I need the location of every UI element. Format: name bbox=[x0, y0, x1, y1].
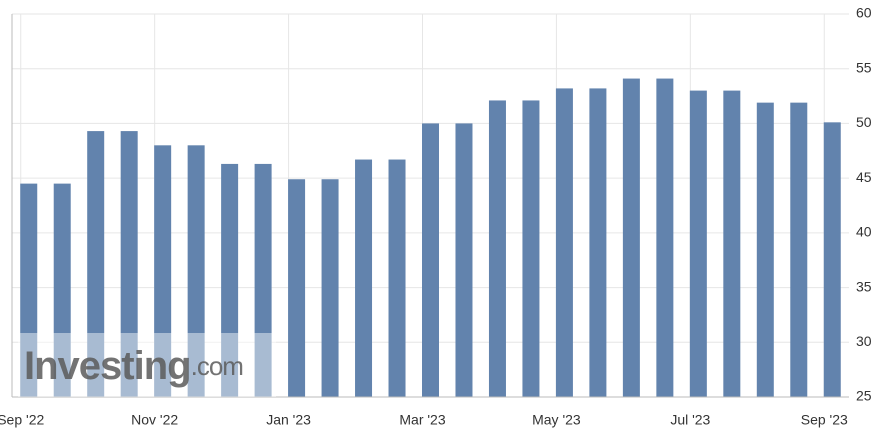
bar bbox=[589, 88, 607, 397]
bar bbox=[355, 159, 373, 397]
x-tick-label: Sep '22 bbox=[0, 412, 44, 428]
bar bbox=[120, 131, 138, 398]
watermark-veil bbox=[18, 333, 276, 397]
watermark-suffix: .com bbox=[191, 351, 243, 381]
bar bbox=[455, 123, 473, 397]
bars bbox=[20, 78, 841, 398]
bar bbox=[689, 90, 707, 397]
y-tick-label: 40 bbox=[856, 224, 872, 240]
bar bbox=[656, 78, 674, 397]
x-tick-label: Nov '22 bbox=[131, 412, 178, 428]
bar bbox=[254, 163, 272, 397]
bar bbox=[221, 163, 239, 397]
labels: 25 30 35 40 45 50 55 60 Sep '22 Nov '22 Jan '23 Mar… bbox=[0, 5, 872, 428]
bar bbox=[622, 78, 640, 397]
watermark: Investing.com bbox=[24, 344, 243, 388]
x-tick-label: Jul '23 bbox=[670, 412, 710, 428]
bar bbox=[288, 179, 306, 397]
y-tick-label: 50 bbox=[856, 114, 872, 130]
y-tick-label: 35 bbox=[856, 278, 872, 294]
watermark-brand: Investing bbox=[24, 344, 191, 388]
bar bbox=[823, 122, 841, 397]
y-tick-label: 60 bbox=[856, 5, 872, 21]
bar bbox=[756, 102, 774, 397]
bar bbox=[154, 145, 172, 397]
y-tick-label: 45 bbox=[856, 169, 872, 185]
y-tick-label: 30 bbox=[856, 333, 872, 349]
y-tick-label: 25 bbox=[856, 388, 872, 404]
bar bbox=[87, 131, 105, 398]
bar bbox=[53, 183, 71, 397]
bar bbox=[723, 90, 741, 397]
bar bbox=[555, 88, 573, 397]
bar bbox=[321, 179, 339, 397]
bar bbox=[488, 100, 506, 397]
x-tick-label: Sep '23 bbox=[801, 412, 848, 428]
bar bbox=[187, 145, 205, 397]
x-tick-label: Mar '23 bbox=[399, 412, 445, 428]
y-tick-label: 55 bbox=[856, 59, 872, 75]
bar bbox=[422, 123, 439, 397]
bar bbox=[522, 100, 540, 397]
x-tick-label: May '23 bbox=[532, 412, 581, 428]
bar bbox=[388, 159, 406, 397]
bar bbox=[790, 102, 808, 397]
x-tick-label: Jan '23 bbox=[266, 412, 311, 428]
bar bbox=[20, 183, 38, 397]
